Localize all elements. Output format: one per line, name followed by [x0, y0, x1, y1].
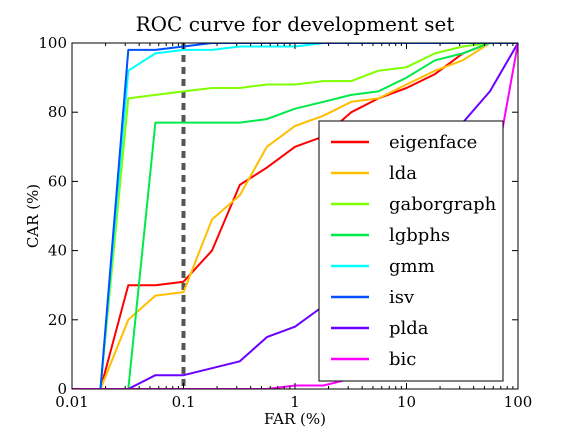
chart-title: ROC curve for development set: [136, 12, 455, 36]
legend-label-plda: plda: [389, 318, 429, 339]
x-tick-label: 1: [290, 393, 300, 411]
legend-label-gmm: gmm: [389, 256, 435, 277]
legend-label-bic: bic: [389, 349, 416, 370]
legend-label-lda: lda: [389, 163, 417, 184]
legend: eigenface lda gaborgraph lgbphs gmm isv plda bi…: [318, 120, 504, 382]
series-line-gmm: [72, 43, 518, 389]
y-tick-label: 100: [38, 34, 67, 52]
y-tick-label: 0: [57, 380, 67, 398]
legend-label-gaborgraph: gaborgraph: [389, 194, 497, 215]
y-axis-label: CAR (%): [24, 184, 42, 248]
series-line-lgbphs: [72, 43, 518, 389]
series-line-lda: [72, 43, 518, 389]
x-axis-label: FAR (%): [264, 410, 326, 428]
legend-label-eigenface: eigenface: [389, 132, 477, 153]
series-line-isv: [72, 43, 518, 389]
series-line-gaborgraph: [72, 43, 518, 389]
y-tick-label: 40: [48, 242, 67, 260]
y-tick-label: 20: [48, 311, 67, 329]
y-tick-label: 80: [48, 103, 67, 121]
legend-label-lgbphs: lgbphs: [389, 225, 450, 246]
x-tick-label: 10: [397, 393, 416, 411]
x-tick-label: 100: [504, 393, 533, 411]
x-tick-label: 0.01: [55, 393, 88, 411]
legend-label-isv: isv: [389, 287, 415, 308]
y-tick-label: 60: [48, 172, 67, 190]
legend-box: [318, 120, 504, 382]
x-tick-label: 0.1: [172, 393, 196, 411]
